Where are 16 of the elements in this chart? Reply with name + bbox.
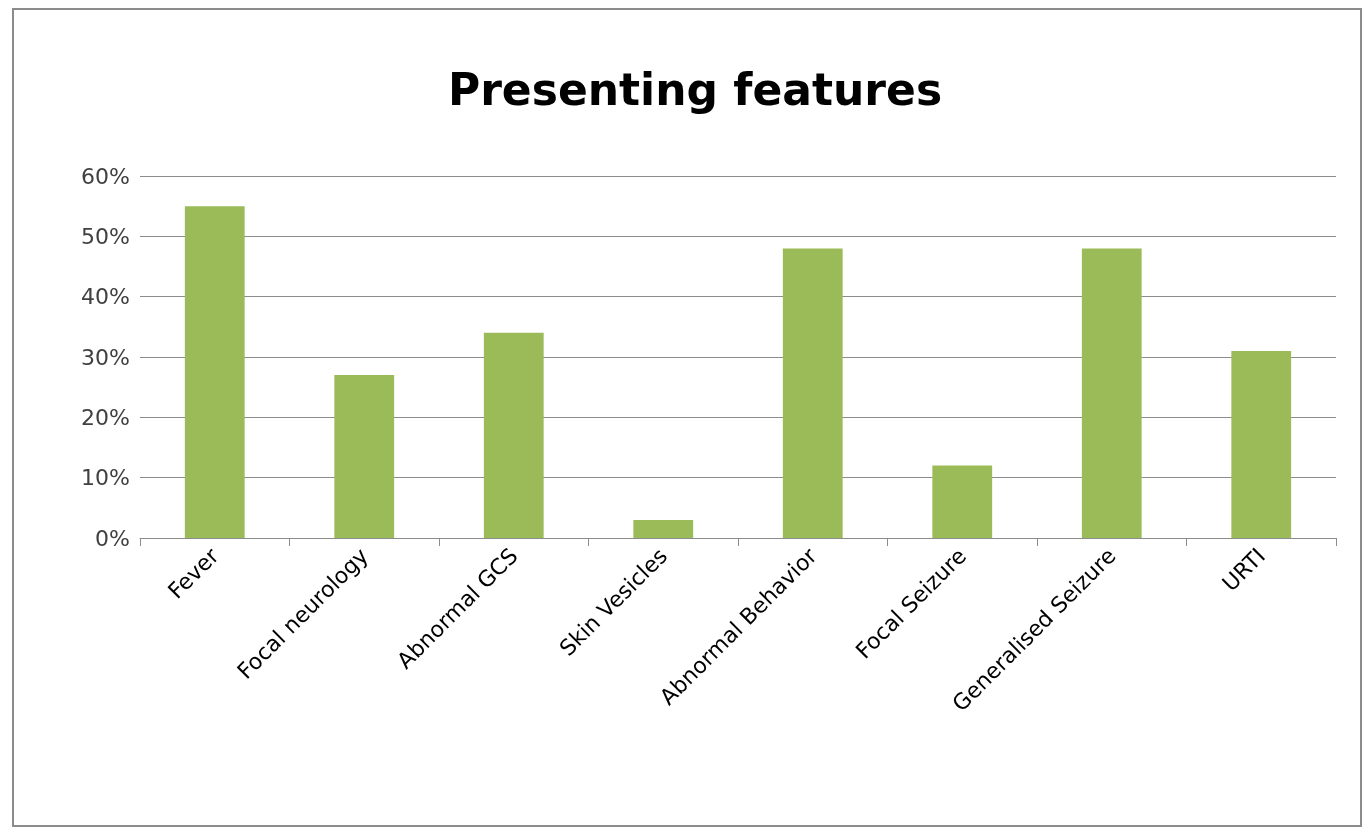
bar xyxy=(184,206,245,538)
bar xyxy=(1081,248,1142,538)
y-tick-label: 60% xyxy=(81,163,130,189)
y-tick-label: 10% xyxy=(81,465,130,491)
y-tick-label: 40% xyxy=(81,284,130,310)
bar xyxy=(334,375,395,538)
y-tick-label: 50% xyxy=(81,223,130,249)
bar xyxy=(932,465,993,538)
chart-title: Presenting features xyxy=(447,63,943,115)
bar xyxy=(782,248,843,538)
y-tick-label: 0% xyxy=(95,525,130,551)
y-tick-label: 20% xyxy=(81,404,130,430)
bar xyxy=(483,332,544,538)
bar xyxy=(1231,350,1292,538)
y-tick-label: 30% xyxy=(81,344,130,370)
bar xyxy=(633,519,694,538)
